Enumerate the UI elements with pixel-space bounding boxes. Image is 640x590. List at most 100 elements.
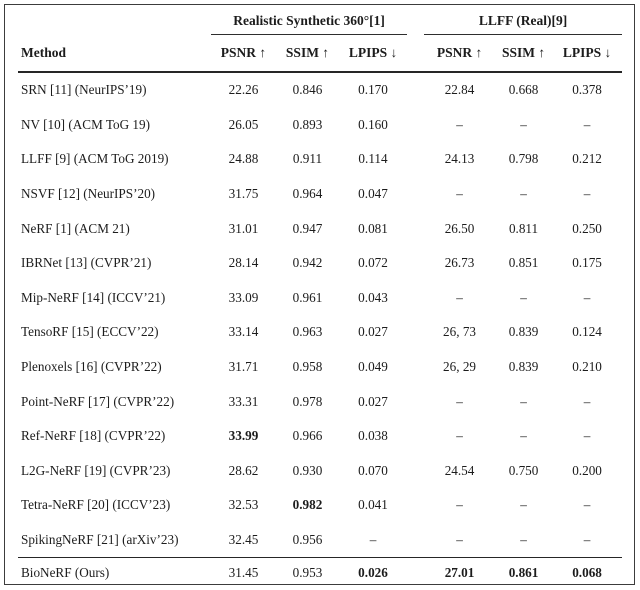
value-cell: 26.05	[228, 116, 259, 132]
psnr-header-llff: PSNR ↑	[407, 35, 496, 73]
value-cell: 28.14	[228, 255, 259, 271]
value-cell: 0.175	[572, 255, 602, 271]
value-cell: 26, 73	[443, 324, 477, 340]
lpips-header-llff: LPIPS ↓	[552, 35, 623, 73]
ssim-header-synthetic: SSIM ↑	[276, 35, 339, 73]
value-cell: 0.049	[358, 359, 388, 375]
table-row: Mip-NeRF [14] (ICCV’21) 33.09 0.961 0.04…	[18, 281, 622, 316]
psnr-header-synthetic: PSNR ↑	[211, 35, 276, 73]
value-cell: –	[456, 393, 463, 409]
value-cell: –	[520, 393, 527, 409]
value-cell: 26.73	[444, 255, 475, 271]
value-cell: –	[583, 532, 591, 548]
value-cell: 32.45	[228, 532, 259, 548]
value-cell: 0.250	[572, 220, 602, 236]
ssim-header-llff: SSIM ↑	[495, 35, 553, 73]
table-row: LLFF [9] (ACM ToG 2019) 24.88 0.911 0.11…	[18, 142, 622, 177]
value-cell: –	[583, 186, 591, 202]
value-cell: 0.668	[508, 82, 539, 98]
method-cell: NV [10] (ACM ToG 19)	[21, 116, 150, 132]
value-cell: 0.081	[358, 220, 388, 236]
lpips-header-synthetic: LPIPS ↓	[339, 35, 408, 73]
paper-table-frame: Realistic Synthetic 360°[1] LLFF (Real)[…	[4, 4, 635, 588]
value-cell: 31.75	[228, 186, 259, 202]
value-cell: 32.53	[228, 497, 259, 513]
value-cell: 0.930	[292, 462, 323, 478]
value-cell: –	[583, 497, 591, 513]
table-row: Point-NeRF [17] (CVPR’22) 33.31 0.978 0.…	[18, 384, 622, 419]
value-cell: –	[456, 428, 463, 444]
table-body: SRN [11] (NeurIPS’19) 22.26 0.846 0.170 …	[18, 72, 623, 588]
value-cell: –	[456, 289, 463, 305]
value-cell: –	[520, 497, 527, 513]
value-cell: 0.043	[358, 289, 388, 305]
value-cell: 0.964	[292, 186, 323, 202]
group-header-llff-label: LLFF (Real)[9]	[424, 13, 623, 35]
value-cell: 0.212	[572, 151, 602, 167]
value-cell: 24.13	[444, 151, 475, 167]
method-cell: Tetra-NeRF [20] (ICCV’23)	[21, 497, 171, 513]
value-cell: 0.861	[495, 557, 553, 588]
value-cell: 31.01	[228, 220, 259, 236]
value-cell: 0.798	[508, 151, 539, 167]
value-cell: 0.942	[292, 255, 323, 271]
value-cell: 0.846	[292, 82, 323, 98]
value-cell: 27.01	[407, 557, 496, 588]
value-cell: –	[456, 186, 463, 202]
table-row: NV [10] (ACM ToG 19) 26.05 0.893 0.160 –…	[18, 108, 622, 143]
value-cell: 0.038	[358, 428, 388, 444]
value-cell: 33.99	[228, 428, 259, 444]
table-row: Plenoxels [16] (CVPR’22) 31.71 0.958 0.0…	[18, 350, 622, 385]
value-cell: –	[520, 532, 527, 548]
value-cell: 0.070	[358, 462, 388, 478]
value-cell: 0.966	[292, 428, 323, 444]
value-cell: 0.911	[292, 151, 323, 167]
value-cell: –	[520, 116, 527, 132]
value-cell: 33.14	[228, 324, 259, 340]
method-cell: Point-NeRF [17] (CVPR’22)	[21, 393, 175, 409]
value-cell: 0.068	[552, 557, 623, 588]
value-cell: 0.953	[276, 557, 339, 588]
method-cell: Ref-NeRF [18] (CVPR’22)	[21, 428, 166, 444]
method-cell: Plenoxels [16] (CVPR’22)	[21, 359, 162, 375]
table-row: Ref-NeRF [18] (CVPR’22) 33.99 0.966 0.03…	[18, 419, 622, 454]
value-cell: 31.71	[228, 359, 259, 375]
value-cell: 0.026	[339, 557, 408, 588]
method-cell: SpikingNeRF [21] (arXiv’23)	[21, 532, 179, 548]
column-header-row: Method PSNR ↑ SSIM ↑ LPIPS ↓ PSNR ↑ SSIM…	[18, 35, 623, 73]
group-header-row: Realistic Synthetic 360°[1] LLFF (Real)[…	[18, 8, 623, 35]
value-cell: –	[456, 497, 463, 513]
method-cell: NeRF [1] (ACM 21)	[21, 220, 130, 236]
value-cell: 0.027	[358, 324, 388, 340]
value-cell: 24.88	[228, 151, 259, 167]
value-cell: 0.041	[358, 497, 388, 513]
value-cell: 0.963	[292, 324, 323, 340]
table-row: NeRF [1] (ACM 21) 31.01 0.947 0.081 26.5…	[18, 211, 622, 246]
value-cell: 22.84	[444, 82, 475, 98]
value-cell: 26, 29	[443, 359, 477, 375]
method-cell: SRN [11] (NeurIPS’19)	[21, 82, 147, 98]
table-row: TensoRF [15] (ECCV’22) 33.14 0.963 0.027…	[18, 315, 622, 350]
value-cell: 31.45	[211, 557, 276, 588]
value-cell: 0.027	[358, 393, 388, 409]
value-cell: 0.839	[508, 324, 539, 340]
method-cell: TensoRF [15] (ECCV’22)	[21, 324, 159, 340]
value-cell: 28.62	[228, 462, 259, 478]
value-cell: 0.114	[358, 151, 388, 167]
value-cell: 0.956	[292, 532, 323, 548]
group-header-synthetic: Realistic Synthetic 360°[1]	[211, 8, 408, 35]
value-cell: 33.09	[228, 289, 259, 305]
table-row: SRN [11] (NeurIPS’19) 22.26 0.846 0.170 …	[18, 72, 622, 108]
value-cell: 0.811	[508, 220, 539, 236]
value-cell: 26.50	[444, 220, 475, 236]
group-header-synthetic-label: Realistic Synthetic 360°[1]	[211, 13, 408, 35]
table-row: IBRNet [13] (CVPR’21) 28.14 0.942 0.072 …	[18, 246, 622, 281]
results-table: Realistic Synthetic 360°[1] LLFF (Real)[…	[18, 8, 623, 588]
table-row: BioNeRF (Ours) 31.45 0.953 0.026 27.01 0…	[18, 557, 623, 588]
table-row: Tetra-NeRF [20] (ICCV’23) 32.53 0.982 0.…	[18, 488, 622, 523]
value-cell: 0.982	[292, 497, 323, 513]
value-cell: 0.170	[358, 82, 388, 98]
value-cell: 0.978	[292, 393, 323, 409]
method-column-header: Method	[18, 35, 211, 73]
value-cell: 0.958	[292, 359, 323, 375]
